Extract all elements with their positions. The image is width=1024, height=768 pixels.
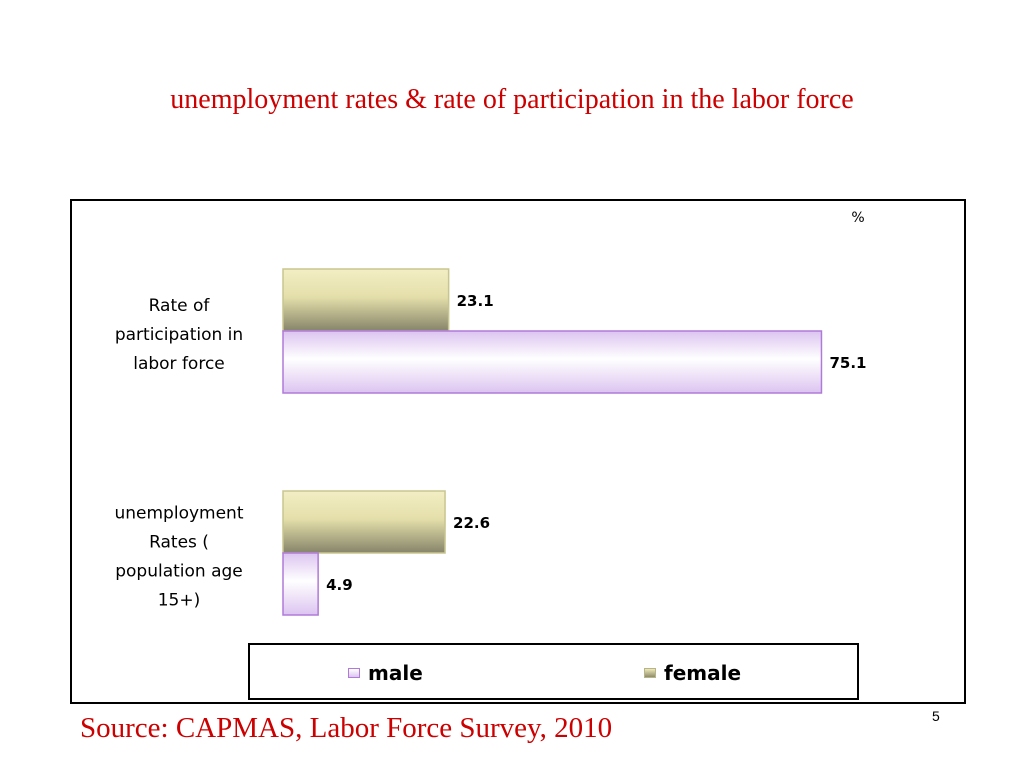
source-note: Source: CAPMAS, Labor Force Survey, 2010 [80, 712, 613, 744]
slide-title: unemployment rates & rate of participati… [170, 84, 854, 115]
bar-female-1 [282, 490, 446, 554]
legend-item-female: female [644, 661, 741, 685]
data-label-male-0: 75.1 [829, 354, 866, 372]
chart-frame: % Rate of participation in labor force unem… [70, 199, 966, 704]
legend: male female [248, 643, 859, 700]
unit-label: % [851, 210, 864, 226]
bar-chart: % Rate of participation in labor force unem… [114, 210, 866, 616]
category-label: population age [115, 562, 243, 582]
legend-swatch-male [348, 668, 360, 678]
bar-female-0 [282, 268, 450, 332]
data-label-male-1: 4.9 [326, 576, 353, 594]
legend-swatch-female [644, 668, 656, 678]
slide-number: 5 [932, 708, 940, 724]
data-label-female-1: 22.6 [453, 514, 490, 532]
category-label: Rate of [149, 296, 211, 316]
bar-male-1 [282, 552, 319, 616]
data-label-female-0: 23.1 [457, 292, 494, 310]
category-label: 15+) [158, 591, 201, 611]
legend-item-male: male [348, 661, 423, 685]
legend-label-female: female [664, 661, 742, 685]
category-label: labor force [133, 354, 225, 374]
category-label: participation in [115, 325, 243, 345]
category-label: unemployment [114, 504, 243, 524]
legend-label-male: male [368, 661, 423, 685]
category-label: Rates ( [149, 533, 209, 553]
bar-male-0 [282, 330, 823, 394]
